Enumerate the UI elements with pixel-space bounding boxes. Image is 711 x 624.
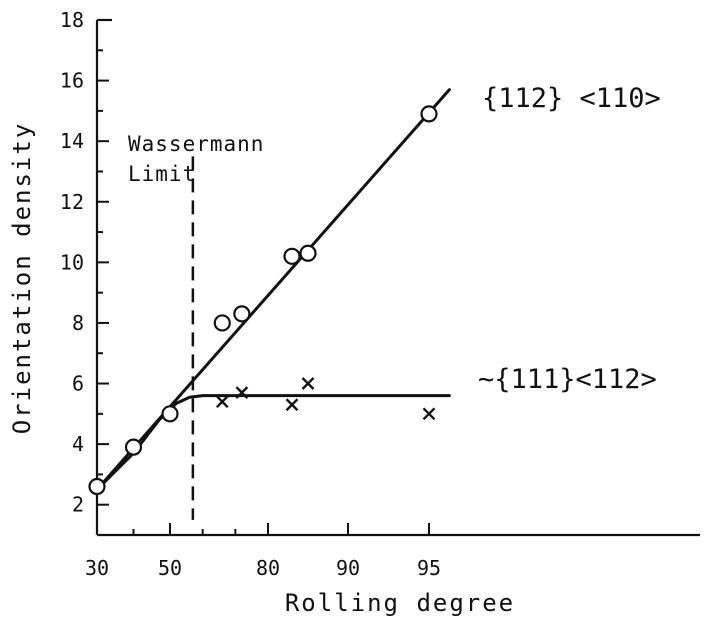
y-tick-label: 4 xyxy=(72,432,84,456)
x-axis-label: Rolling degree xyxy=(285,589,515,617)
point-111-112 xyxy=(285,398,299,412)
x-tick-label: 80 xyxy=(256,556,280,580)
family-112-110-label: {112} <110> xyxy=(482,83,661,114)
point-112-110 xyxy=(283,247,301,265)
x-tick-label: 95 xyxy=(417,556,441,580)
fit-line-111-112 xyxy=(95,394,451,492)
y-tick-label: 10 xyxy=(60,250,84,274)
cross-stroke xyxy=(235,386,249,399)
point-111-112 xyxy=(215,395,229,409)
point-111-112 xyxy=(422,407,436,421)
ticks: 2 4 6 8 10 12 14 16 18 30 50 80 90 95 xyxy=(60,8,441,580)
y-tick-label: 12 xyxy=(60,190,84,214)
cross-stroke xyxy=(422,407,436,421)
point-112-110 xyxy=(124,438,143,456)
point-112-110 xyxy=(233,305,251,323)
point-111-112 xyxy=(235,386,249,399)
point-112-110 xyxy=(88,477,106,496)
point-112-110 xyxy=(299,244,317,262)
point-112-110 xyxy=(213,314,231,332)
y-axis-label: Orientation density xyxy=(8,122,36,435)
y-tick-label: 16 xyxy=(60,69,84,93)
y-tick-label: 14 xyxy=(60,129,84,153)
wassermann-label-line2: Limit xyxy=(128,162,196,186)
cross-stroke xyxy=(215,395,229,409)
y-tick-label: 2 xyxy=(72,493,84,517)
point-111-112 xyxy=(301,377,315,390)
y-tick-label: 18 xyxy=(60,8,84,32)
y-tick-label: 6 xyxy=(72,372,84,396)
data-marks xyxy=(88,105,438,496)
point-112-110 xyxy=(161,405,179,423)
x-tick-label: 30 xyxy=(85,556,109,580)
y-tick-label: 8 xyxy=(72,311,84,335)
point-112-110 xyxy=(420,105,438,123)
x-tick-label: 50 xyxy=(158,556,182,580)
cross-stroke xyxy=(285,398,299,412)
cross-stroke xyxy=(301,377,315,390)
x-tick-label: 90 xyxy=(336,556,360,580)
family-111-112-label: ~{111}<112> xyxy=(478,364,657,395)
wassermann-label-line1: Wassermann xyxy=(128,132,264,156)
